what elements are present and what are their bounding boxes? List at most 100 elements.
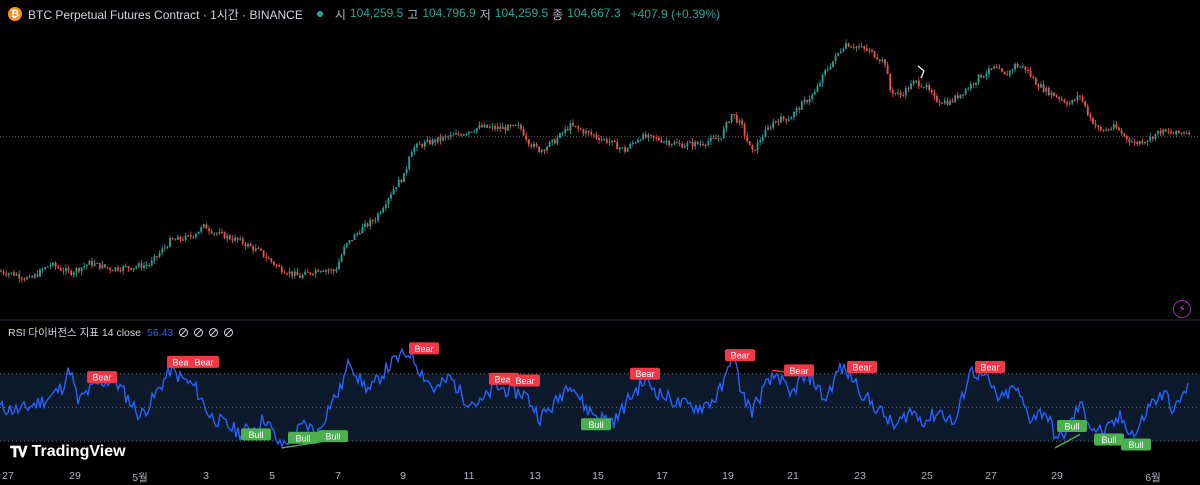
candle (579, 128, 582, 130)
lightning-icon[interactable]: ⚡ (1173, 300, 1191, 318)
candle (46, 266, 49, 268)
time-axis-tick: 25 (921, 470, 933, 482)
tradingview-icon: 𝐓𝐕 (10, 443, 28, 461)
candle (904, 88, 907, 96)
candle (275, 264, 278, 266)
rsi-legend[interactable]: RSI 다이버전스 지표 14 close 56.43 (8, 325, 234, 340)
bear-label: Bear (725, 349, 755, 362)
candle (954, 95, 957, 102)
candle (0, 271, 2, 273)
candle (1159, 130, 1162, 134)
candle (720, 138, 723, 140)
candle (769, 127, 772, 129)
candle (847, 43, 850, 47)
candle (218, 231, 221, 234)
rsi-value: 56.43 (146, 326, 174, 339)
candle (959, 94, 962, 99)
symbol-title[interactable]: BTC Perpetual Futures Contract · 1시간 · B… (28, 7, 303, 22)
candle (1021, 66, 1024, 68)
time-axis-tick: 15 (592, 470, 604, 482)
candle (943, 100, 946, 104)
candle (930, 90, 933, 93)
candle (44, 267, 47, 270)
candle (642, 134, 645, 140)
candle (288, 271, 291, 274)
time-axis[interactable]: 27 29 5월 3 5 7 9 11 13 15 17 19 21 23 25 27 29 6월 (0, 466, 1200, 484)
candle (577, 126, 580, 129)
bear-label: Bear (409, 342, 439, 355)
rsi-line (0, 347, 1189, 449)
candle (587, 130, 590, 133)
candle (1066, 102, 1068, 105)
candle (470, 131, 473, 133)
candle (785, 118, 788, 121)
svg-text:Bear: Bear (980, 362, 999, 372)
candle (174, 239, 177, 241)
na-icon (194, 328, 204, 337)
candle (756, 142, 759, 151)
candle (239, 238, 242, 240)
candle (153, 256, 156, 261)
candle (54, 262, 57, 267)
candle (460, 134, 463, 136)
candle (67, 268, 70, 271)
candle (299, 275, 301, 278)
candle (1084, 101, 1087, 107)
candle (910, 83, 912, 90)
candle (865, 48, 868, 51)
candle (408, 156, 411, 169)
candle (1188, 132, 1191, 135)
candle (540, 149, 543, 153)
candle (837, 52, 840, 56)
candle (267, 258, 270, 260)
candle (57, 266, 60, 269)
candle (392, 189, 395, 195)
candle (899, 92, 902, 96)
candle (23, 278, 26, 280)
candle (647, 134, 650, 138)
candle (161, 248, 164, 253)
candle (158, 252, 161, 257)
candle (278, 265, 281, 267)
candle (990, 68, 993, 70)
candle (759, 140, 762, 143)
candle (1058, 97, 1061, 100)
candle (85, 264, 88, 267)
candle (962, 94, 964, 96)
candle (431, 139, 434, 145)
candle (426, 139, 429, 142)
candle (730, 114, 733, 123)
candle (96, 262, 99, 264)
candle (1076, 95, 1079, 101)
bull-label: Bull (581, 418, 611, 431)
candle (819, 83, 821, 87)
tradingview-logo[interactable]: 𝐓𝐕 TradingView (10, 443, 126, 461)
candle (1029, 70, 1032, 77)
candle (1177, 130, 1180, 133)
candle (241, 238, 244, 244)
candle (915, 80, 918, 82)
candle (189, 235, 192, 237)
candle (722, 128, 725, 139)
candle (889, 74, 892, 91)
candle (293, 271, 296, 276)
candle (215, 233, 218, 235)
candle (696, 141, 699, 144)
candle (1024, 66, 1027, 70)
svg-text:Bull: Bull (1064, 421, 1079, 431)
candle (938, 101, 941, 103)
candle (530, 144, 533, 147)
time-axis-tick: 13 (529, 470, 541, 482)
bull-label: Bull (241, 428, 271, 441)
candle (520, 125, 522, 129)
candle (1175, 130, 1178, 134)
candle (975, 82, 977, 85)
candle (1172, 133, 1175, 135)
candle (1110, 128, 1113, 130)
candle (371, 220, 374, 222)
candle (1123, 133, 1126, 136)
candle (793, 111, 795, 118)
candle (946, 100, 949, 105)
candle (452, 134, 455, 136)
